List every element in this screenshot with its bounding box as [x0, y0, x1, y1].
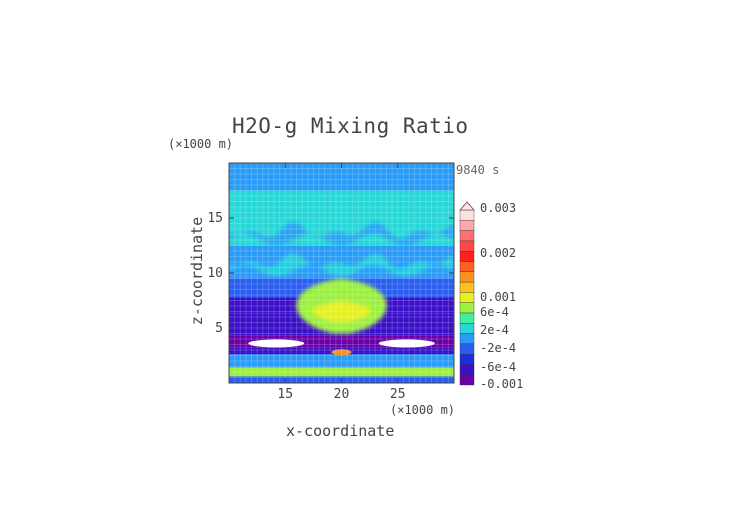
x-tick-label: 20 — [334, 387, 350, 402]
colorbar-label: -0.001 — [480, 377, 523, 391]
y-tick-label: 10 — [207, 266, 223, 281]
chart-title: H2O-g Mixing Ratio — [232, 114, 469, 138]
moisture-maximum — [331, 349, 352, 356]
colorbar-swatch — [459, 374, 475, 386]
colorbar-swatch — [459, 209, 475, 221]
colorbar-label: 6e-4 — [480, 305, 509, 319]
colorbar-swatch — [459, 271, 475, 283]
colorbar-swatch — [459, 292, 475, 303]
colorbar-swatch — [459, 353, 475, 365]
colorbar-label: -6e-4 — [480, 360, 516, 374]
colorbar-swatch — [459, 250, 475, 262]
x-axis-label: x-coordinate — [286, 422, 395, 440]
colorbar-swatch — [459, 364, 475, 375]
x-scale-note: (×1000 m) — [390, 403, 456, 417]
colorbar-label: 0.001 — [480, 290, 516, 304]
colorbar-swatch — [459, 302, 475, 314]
cloud-contour — [229, 194, 454, 215]
time-label: 9840 s — [456, 163, 500, 177]
heatmap-plot-area — [229, 163, 454, 383]
colorbar-swatch — [459, 230, 475, 242]
moisture-maximum — [248, 339, 305, 348]
x-tick-label: 15 — [277, 387, 293, 402]
colorbar-swatch — [459, 323, 475, 334]
field-band — [229, 367, 454, 377]
colorbar-swatch — [459, 220, 475, 231]
x-tick-label: 25 — [390, 387, 406, 402]
colorbar-swatch — [459, 281, 475, 293]
colorbar-label: 0.002 — [480, 246, 516, 260]
y-tick-label: 5 — [215, 321, 223, 336]
colorbar-swatch — [459, 261, 475, 272]
colorbar-swatch — [459, 240, 475, 252]
axes: 15 20 25 5 10 15 — [207, 163, 454, 402]
colorbar-label: 0.003 — [480, 201, 516, 215]
colorbar-swatch — [459, 312, 475, 324]
moisture-maximum — [378, 339, 435, 348]
y-tick-label: 15 — [207, 211, 223, 226]
colorbar-swatch — [459, 333, 475, 345]
field-band — [229, 354, 454, 368]
colorbar-swatch — [459, 343, 475, 355]
grid-overlay — [229, 163, 454, 383]
updraft-core — [311, 300, 372, 323]
cloud-contour — [229, 221, 454, 246]
colorbar-label: 2e-4 — [480, 323, 509, 337]
colorbar-label: -2e-4 — [480, 341, 516, 355]
y-scale-note: (×1000 m) — [168, 137, 234, 151]
colorbar-max-arrow — [459, 201, 475, 211]
cloud-contour — [229, 253, 454, 277]
